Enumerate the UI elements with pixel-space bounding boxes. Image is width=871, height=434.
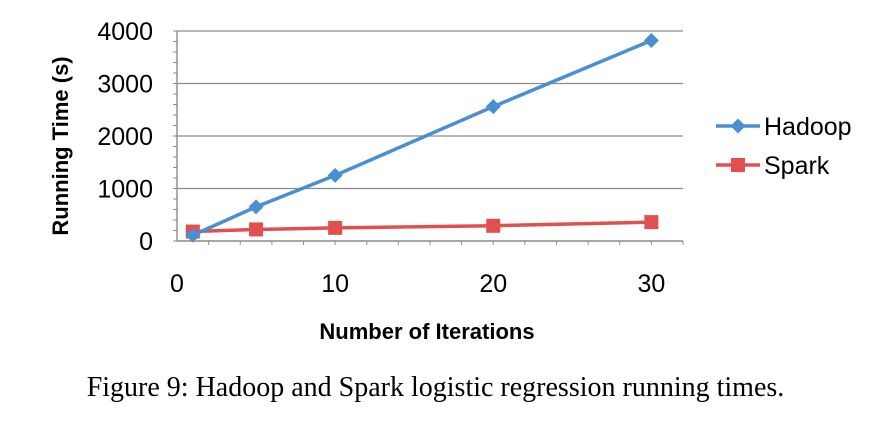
hadoop-data-point (485, 99, 501, 115)
spark-data-point (328, 220, 343, 235)
spark-data-point (644, 215, 659, 230)
x-tick-label: 20 (479, 270, 507, 298)
x-axis-title: Number of Iterations (319, 319, 534, 344)
gridlines (177, 30, 683, 190)
y-tick-label: 0 (139, 228, 153, 256)
y-tick-label: 3000 (97, 71, 153, 99)
spark-data-point (486, 218, 501, 233)
y-tick-label: 4000 (97, 18, 153, 46)
plot-area (185, 32, 659, 243)
y-axis-title: Running Time (s) (48, 56, 73, 235)
hadoop-data-point (248, 199, 264, 215)
legend: Hadoop Spark (716, 113, 852, 180)
legend-hadoop-marker (730, 118, 746, 134)
chart: 0 1000 2000 3000 4000 0 10 20 30 Number of Itera… (48, 18, 852, 344)
x-tick-label: 30 (637, 270, 665, 298)
axes (173, 30, 684, 245)
hadoop-data-point (327, 167, 343, 183)
x-tick-label: 0 (170, 270, 184, 298)
legend-spark-marker (731, 158, 745, 172)
y-tick-label: 2000 (97, 123, 153, 151)
legend-hadoop-label: Hadoop (764, 113, 852, 141)
hadoop-data-point (185, 227, 201, 243)
hadoop-data-point (643, 32, 659, 48)
figure-caption: Figure 9: Hadoop and Spark logistic regr… (86, 372, 785, 403)
legend-spark-label: Spark (764, 152, 830, 180)
x-tick-label: 10 (321, 270, 349, 298)
tick-labels: 0 1000 2000 3000 4000 0 10 20 30 (97, 18, 665, 298)
y-tick-label: 1000 (97, 176, 153, 204)
spark-data-point (249, 222, 264, 237)
